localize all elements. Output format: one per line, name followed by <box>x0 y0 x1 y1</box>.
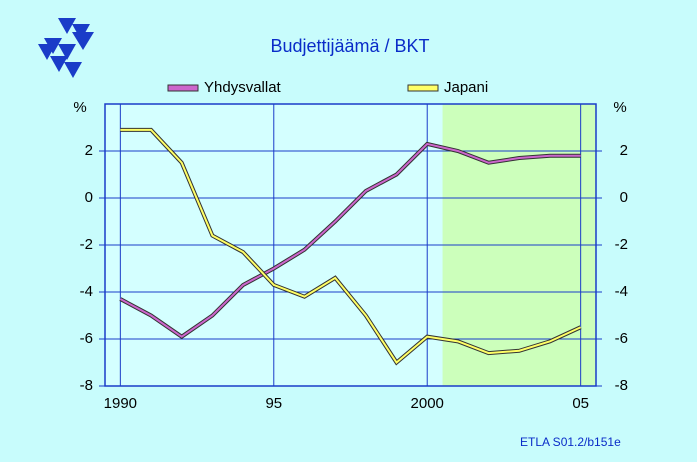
y-unit-right: % <box>613 99 626 116</box>
x-tick-label: 95 <box>265 395 282 412</box>
x-tick-label: 05 <box>572 395 589 412</box>
y-tick-label: -2 <box>615 236 628 253</box>
y-tick-label: -8 <box>80 377 93 394</box>
y-tick-label: 2 <box>620 142 628 159</box>
plot-frame <box>104 103 597 387</box>
y-tick-label: -6 <box>80 330 93 347</box>
chart-title: Budjettijäämä / BKT <box>270 36 429 56</box>
line <box>120 128 582 364</box>
x-tick-label: 2000 <box>411 395 444 412</box>
y-tick-label: 0 <box>620 189 628 206</box>
y-tick-label: 2 <box>85 142 93 159</box>
logo <box>38 18 94 78</box>
legend-swatch <box>407 84 439 92</box>
legend-label: Japani <box>444 79 488 96</box>
y-tick-label: -6 <box>615 330 628 347</box>
y-tick-label: -4 <box>615 283 628 300</box>
y-unit: % <box>73 99 86 116</box>
legend-swatch <box>167 84 199 92</box>
y-tick-label: -8 <box>615 377 628 394</box>
x-tick-label: 1990 <box>104 395 137 412</box>
y-tick-label: 0 <box>85 189 93 206</box>
source: ETLA S01.2/b151e <box>520 435 621 449</box>
y-tick-label: -4 <box>80 283 93 300</box>
y-tick-label: -2 <box>80 236 93 253</box>
line <box>119 142 581 338</box>
legend-label: Yhdysvallat <box>204 79 282 96</box>
